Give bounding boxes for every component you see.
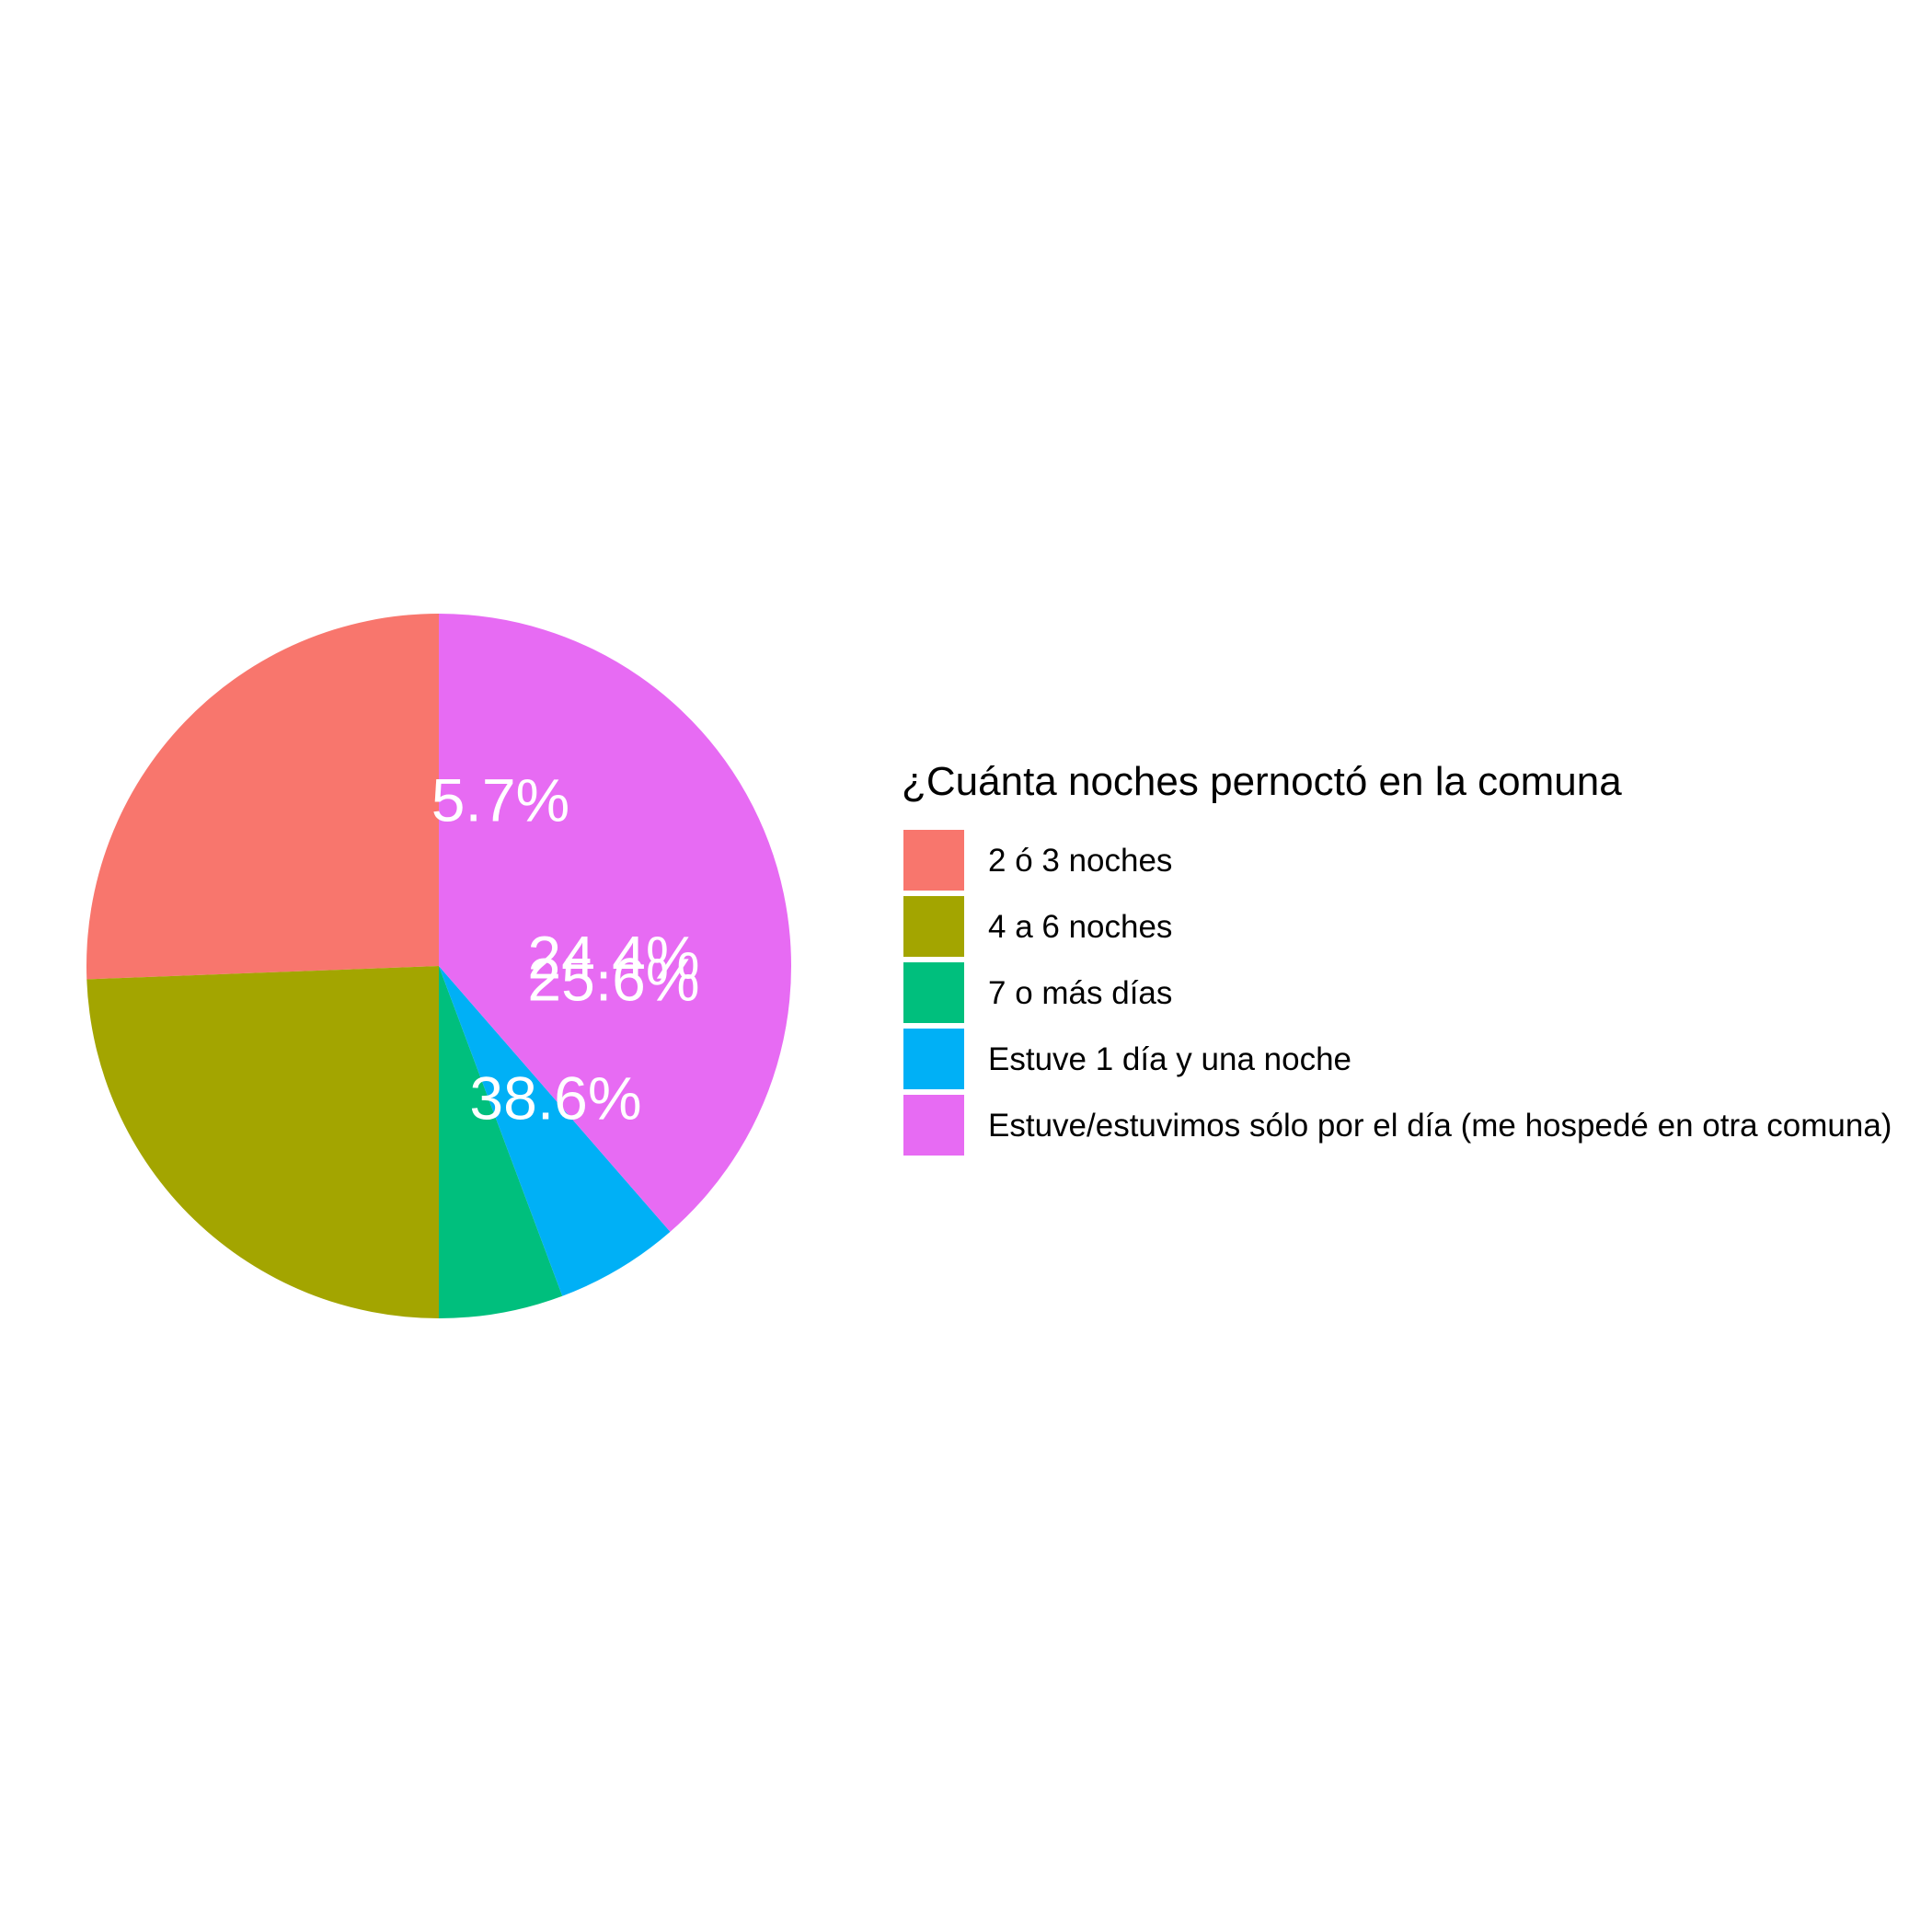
legend-item: 7 o más días <box>902 960 1932 1027</box>
legend: ¿Cuánta noches pernoctó en la comuna 2 ó… <box>902 762 1932 1159</box>
legend-label: Estuve 1 día y una noche <box>988 1041 1351 1077</box>
legend-label: 4 a 6 noches <box>988 909 1173 945</box>
pie-slice <box>86 966 440 1318</box>
legend-item: 4 a 6 noches <box>902 894 1932 960</box>
legend-key <box>903 1029 964 1089</box>
pie-slice <box>439 966 563 1318</box>
legend-label: Estuve/estuvimos sólo por el día (me hos… <box>988 1108 1892 1144</box>
legend-item: Estuve/estuvimos sólo por el día (me hos… <box>902 1093 1932 1159</box>
legend-key <box>903 962 964 1023</box>
legend-key <box>903 896 964 957</box>
pie-slice <box>86 614 439 980</box>
slice-value-label: 24.4% <box>527 923 699 991</box>
slice-value-label: 38.6% <box>469 1064 641 1132</box>
pie-slice <box>439 966 671 1296</box>
legend-key <box>903 830 964 891</box>
pie-slice <box>439 614 791 1232</box>
slice-value-label: 25.6% <box>527 945 699 1013</box>
legend-item: 2 ó 3 noches <box>902 828 1932 894</box>
legend-label: 2 ó 3 noches <box>988 843 1173 879</box>
legend-title: ¿Cuánta noches pernoctó en la comuna <box>902 759 1622 804</box>
legend-item: Estuve 1 día y una noche <box>902 1027 1932 1093</box>
legend-label: 7 o más días <box>988 975 1173 1011</box>
slice-value-label: 5.7% <box>431 765 569 834</box>
legend-key <box>903 1095 964 1156</box>
